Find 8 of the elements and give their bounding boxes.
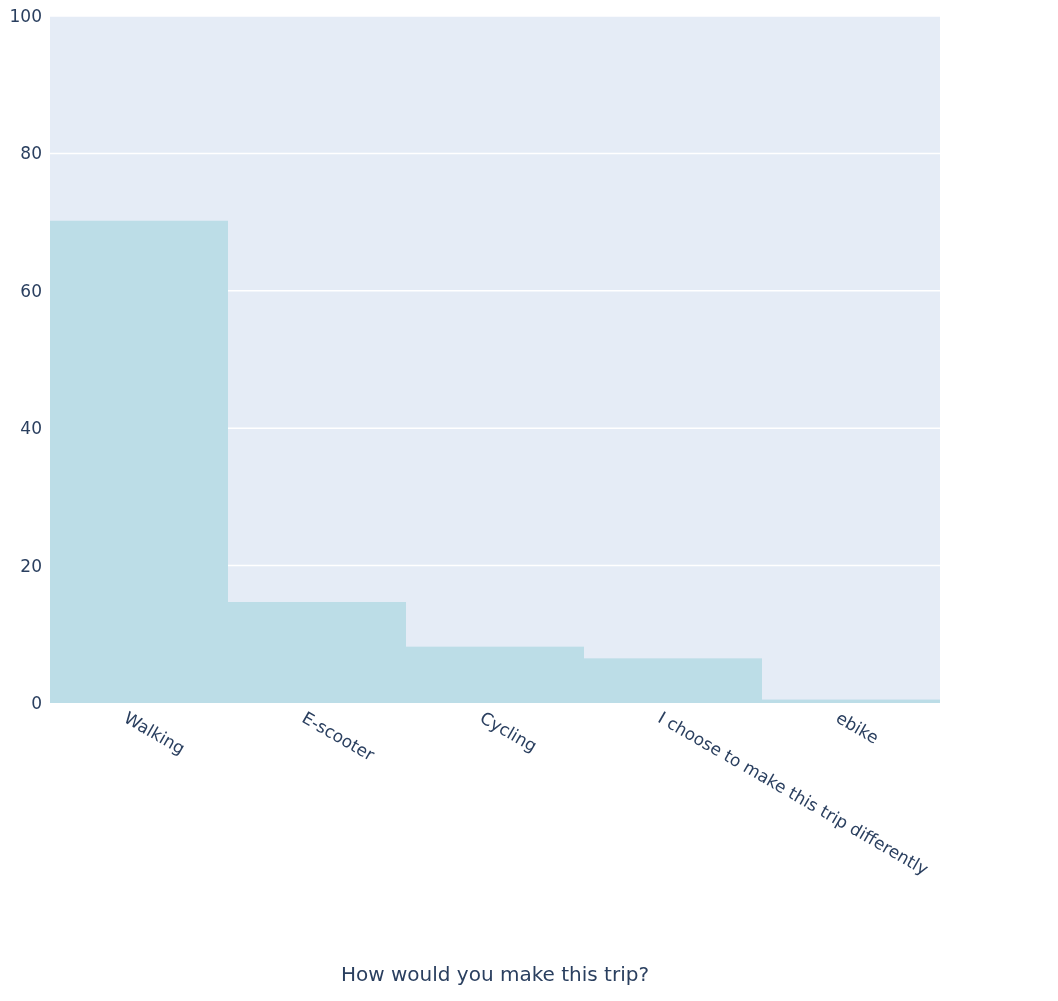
y-tick-label: 100 [9,5,42,26]
y-tick-label: 0 [31,692,42,713]
y-tick-label: 20 [20,555,42,576]
y-tick-label: 40 [20,418,42,439]
y-tick-label: 60 [20,280,42,301]
y-tick-label: 80 [20,143,42,164]
x-axis-title: How would you make this trip? [340,962,650,986]
x-tick-label: ebike [832,707,883,748]
